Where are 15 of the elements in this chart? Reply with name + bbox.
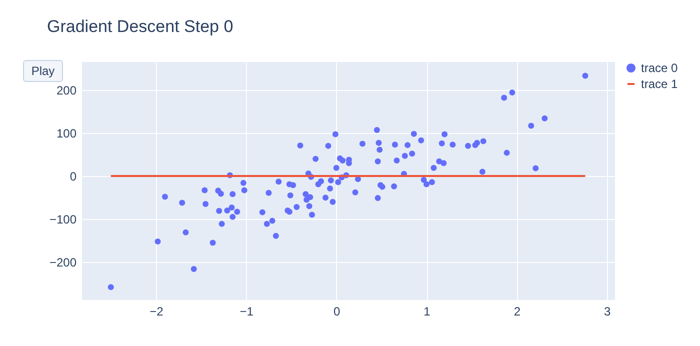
x-tick-label: −1	[240, 304, 254, 318]
x-tick-label: −2	[150, 304, 164, 318]
y-tick-label: 200	[56, 83, 77, 98]
x-tick-label: 2	[514, 304, 521, 318]
y-tick-label: 0	[70, 170, 77, 184]
x-tick-label: 1	[424, 304, 431, 318]
x-tick-label: 3	[604, 304, 612, 318]
y-tick-label: −100	[49, 212, 77, 227]
legend-label: trace 0	[641, 61, 678, 75]
y-tick-label: 100	[56, 126, 77, 141]
text: Play	[23, 60, 63, 82]
y-tick-label: −200	[49, 256, 77, 270]
chart-title: Gradient Descent Step 0	[47, 17, 234, 36]
x-tick-label: 0	[333, 304, 340, 318]
legend-label: trace 1	[641, 77, 678, 91]
